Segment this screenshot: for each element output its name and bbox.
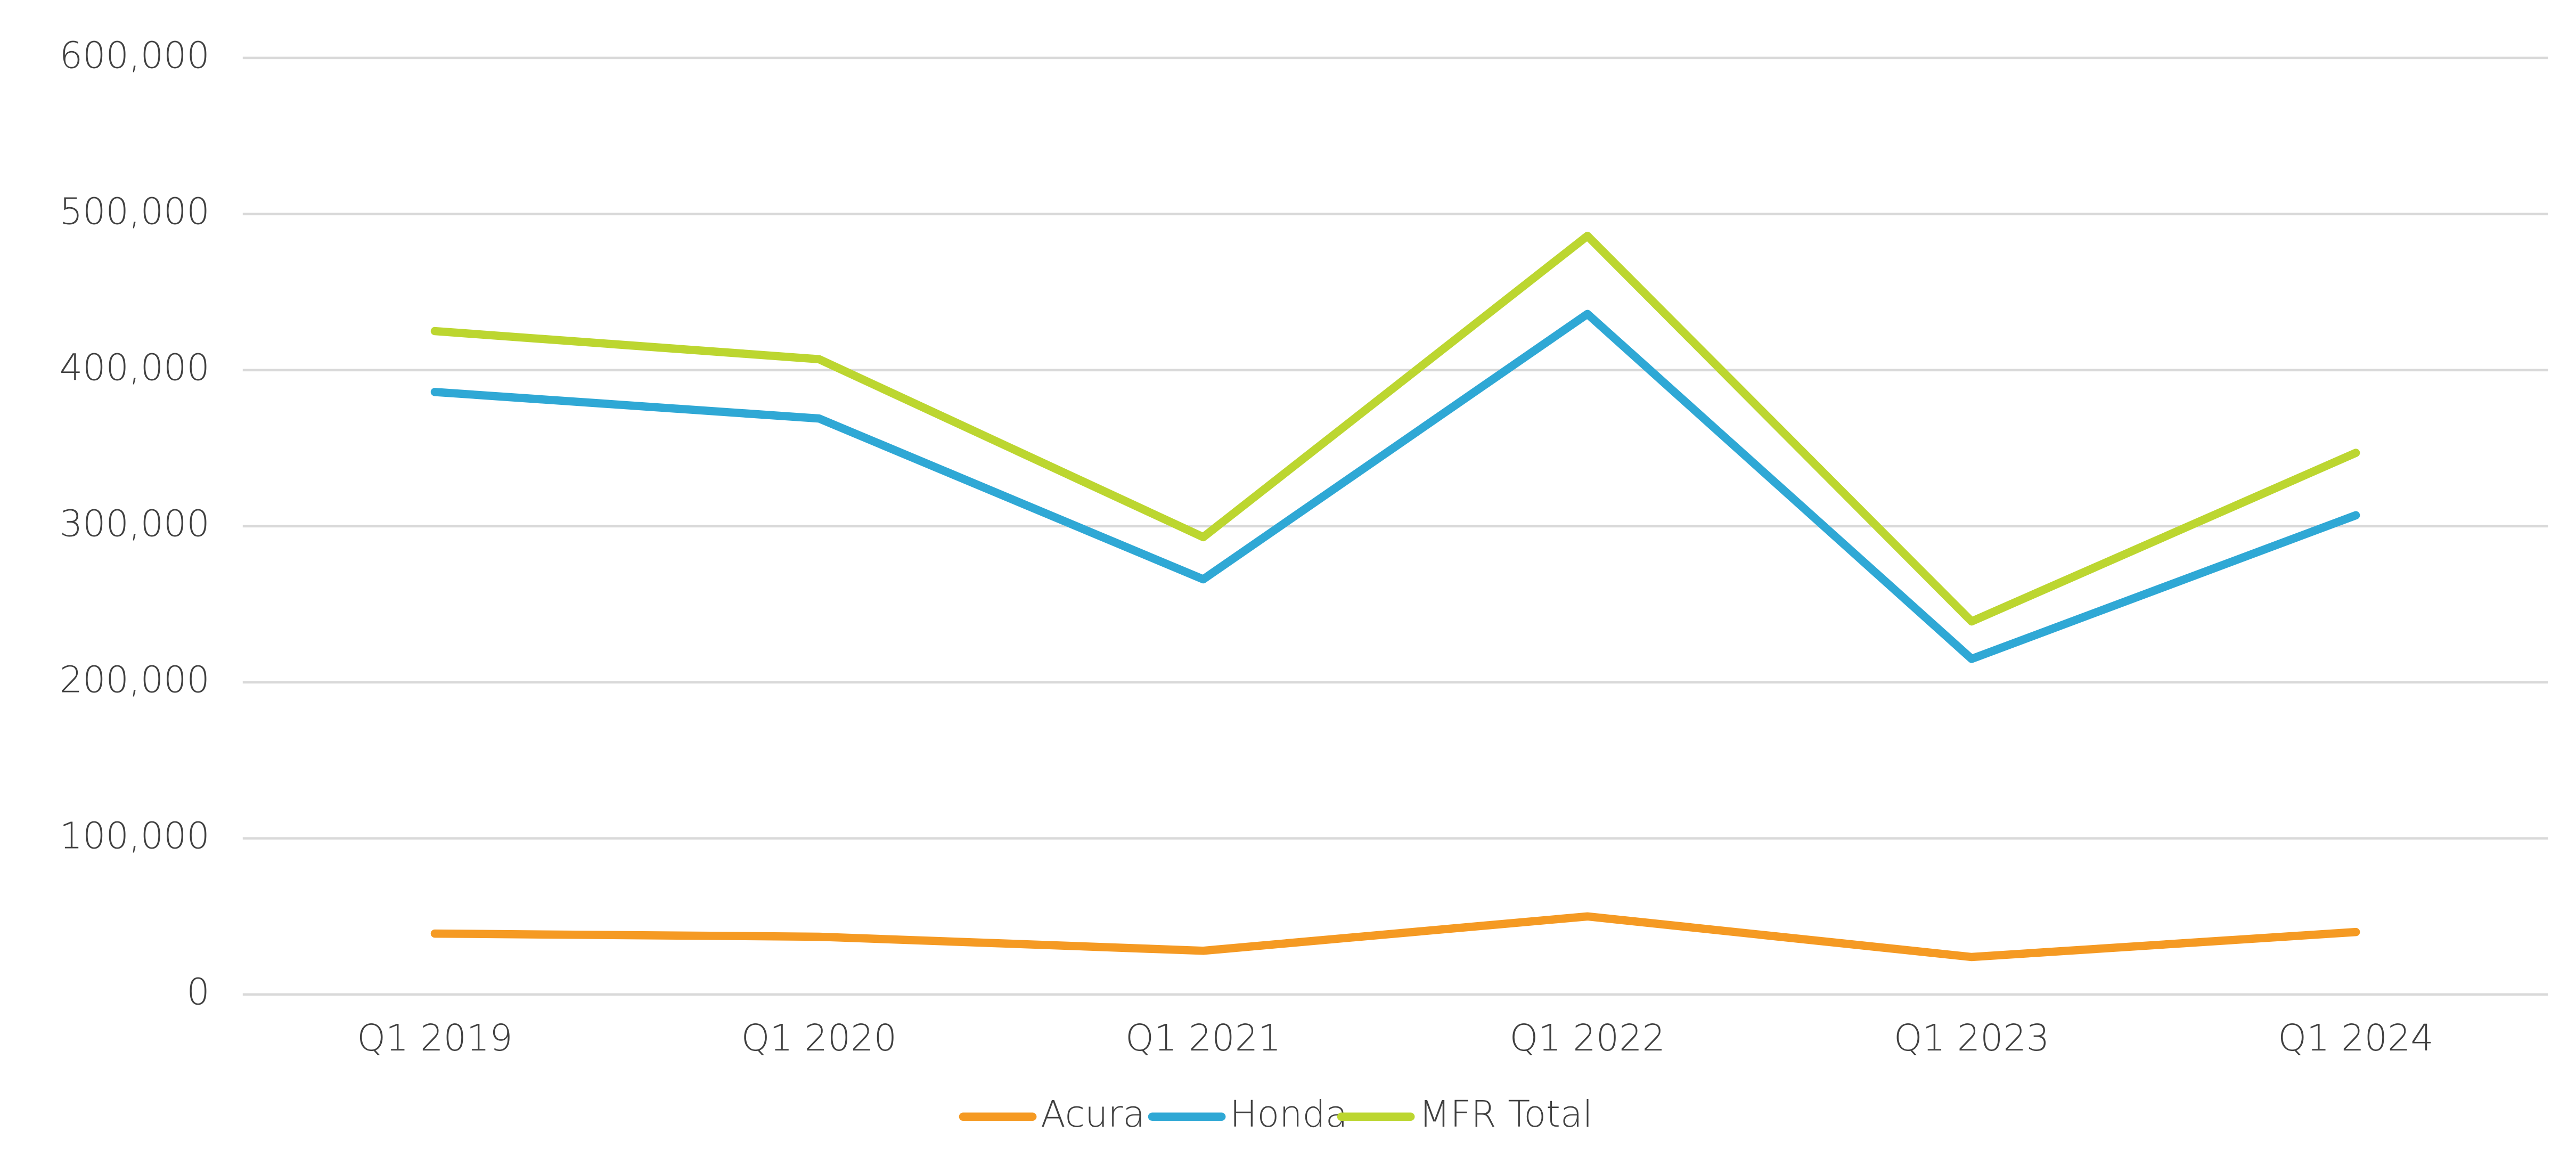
series-line <box>430 912 2360 962</box>
y-tick-label: 100,000 <box>60 815 210 857</box>
y-tick-label: 600,000 <box>60 35 210 77</box>
series-line <box>430 309 2360 663</box>
legend-label: Honda <box>1230 1094 1347 1136</box>
legend-label: Acura <box>1041 1094 1145 1136</box>
y-tick-label: 0 <box>186 971 209 1013</box>
y-tick-label: 500,000 <box>60 191 210 233</box>
y-tick-label: 200,000 <box>60 659 210 701</box>
x-tick-label: Q1 2019 <box>357 1017 512 1060</box>
x-tick-label: Q1 2020 <box>741 1017 897 1060</box>
series-line <box>430 232 2360 626</box>
y-tick-label: 300,000 <box>60 503 210 545</box>
x-tick-label: Q1 2023 <box>1894 1017 2049 1060</box>
y-tick-label: 400,000 <box>60 347 210 389</box>
x-tick-label: Q1 2022 <box>1510 1017 1665 1060</box>
x-tick-label: Q1 2021 <box>1125 1017 1281 1060</box>
x-tick-label: Q1 2024 <box>2278 1017 2433 1060</box>
legend-label: MFR Total <box>1419 1094 1592 1136</box>
